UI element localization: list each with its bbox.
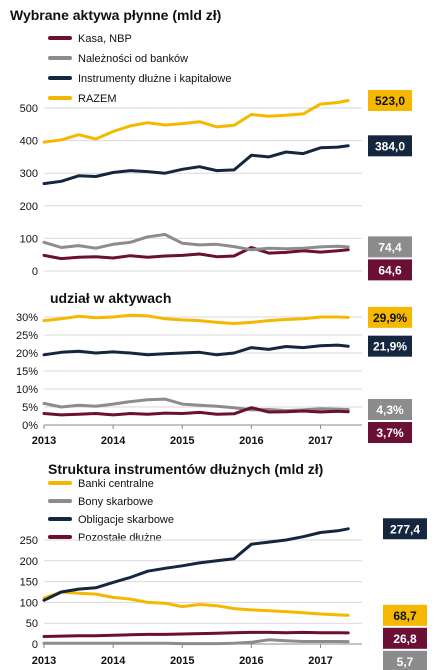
value-badge-label: 384,0 [375, 139, 405, 153]
value-badge [383, 604, 427, 626]
y-tick-label: 200 [20, 201, 38, 213]
legend-label: Banki centralne [78, 478, 154, 490]
series-line [42, 144, 350, 186]
chart-title: udział w aktywach [50, 290, 171, 306]
series-line [42, 630, 350, 638]
series-line [42, 397, 350, 413]
value-badge [368, 399, 412, 421]
value-badge [383, 627, 427, 649]
legend-label: Należności od banków [78, 53, 188, 65]
legend-label: Bony skarbowe [78, 496, 153, 508]
x-tick-label: 2014 [101, 655, 126, 667]
y-tick-label: 150 [20, 577, 38, 589]
y-tick-label: 100 [20, 597, 38, 609]
series-line [42, 246, 350, 261]
series-line [42, 343, 350, 357]
value-badge-label: 29,9% [373, 311, 407, 325]
x-tick-label: 2017 [308, 655, 332, 667]
y-tick-label: 250 [20, 535, 38, 547]
y-tick-label: 100 [20, 233, 38, 245]
value-badge [368, 306, 412, 328]
y-tick-label: 20% [16, 348, 38, 360]
chart-panel-2: udział w aktywach 0% 5% 10% 15% 20% 25% 30% 2013… [16, 290, 412, 447]
value-badge [368, 259, 412, 281]
value-badge-label: 26,8 [393, 632, 417, 646]
x-tick-label: 2014 [101, 435, 126, 447]
value-badge [383, 650, 427, 670]
value-badge-label: 21,9% [373, 340, 407, 354]
value-badge-label: 277,4 [390, 522, 420, 536]
value-badge-label: 5,7 [397, 655, 414, 669]
legend-label: Pozostałe dłużne [78, 532, 162, 544]
chart-title: Wybrane aktywa płynne (mld zł) [10, 7, 221, 23]
y-tick-label: 15% [16, 366, 38, 378]
series-line [42, 233, 350, 252]
y-tick-label: 300 [20, 168, 38, 180]
chart-title: Struktura instrumentów dłużnych (mld zł) [48, 461, 323, 477]
value-badge [368, 236, 412, 258]
x-tick-label: 2016 [239, 435, 263, 447]
legend-label: Kasa, NBP [78, 33, 132, 45]
series-line [42, 406, 350, 417]
y-tick-label: 50 [26, 618, 38, 630]
x-tick-label: 2017 [308, 435, 332, 447]
series-line [42, 590, 350, 617]
x-tick-label: 2015 [170, 435, 194, 447]
y-tick-label: 500 [20, 103, 38, 115]
value-badge [368, 422, 412, 444]
x-tick-label: 2013 [32, 655, 56, 667]
y-tick-label: 25% [16, 330, 38, 342]
y-tick-label: 0 [32, 639, 38, 651]
series-line [42, 99, 350, 144]
value-badge [383, 518, 427, 540]
value-badge-label: 68,7 [393, 609, 417, 623]
legend-label: Obligacje skarbowe [78, 514, 174, 526]
chart-panel-1: Wybrane aktywa płynne (mld zł) Kasa, NBP N… [10, 7, 412, 281]
y-tick-label: 0% [22, 420, 38, 432]
series-line [42, 313, 350, 325]
x-tick-label: 2015 [170, 655, 194, 667]
y-tick-label: 10% [16, 384, 38, 396]
chart-panel-3: Struktura instrumentów dłużnych (mld zł)… [20, 461, 427, 670]
x-tick-label: 2016 [239, 655, 263, 667]
value-badge-label: 3,7% [376, 426, 404, 440]
value-badge-label: 64,6 [378, 263, 402, 277]
value-badge-label: 4,3% [376, 403, 404, 417]
series-line [42, 527, 350, 602]
value-badge-label: 74,4 [378, 240, 402, 254]
legend-label: RAZEM [78, 93, 117, 105]
y-tick-label: 0 [32, 266, 38, 278]
value-badge [368, 135, 412, 157]
series-line [42, 638, 350, 646]
value-badge [368, 335, 412, 357]
y-tick-label: 400 [20, 136, 38, 148]
value-badge [368, 90, 412, 112]
value-badge-label: 523,0 [375, 94, 405, 108]
legend-label: Instrumenty dłużne i kapitałowe [78, 73, 231, 85]
y-tick-label: 200 [20, 556, 38, 568]
y-tick-label: 30% [16, 312, 38, 324]
y-tick-label: 5% [22, 402, 38, 414]
x-tick-label: 2013 [32, 435, 56, 447]
